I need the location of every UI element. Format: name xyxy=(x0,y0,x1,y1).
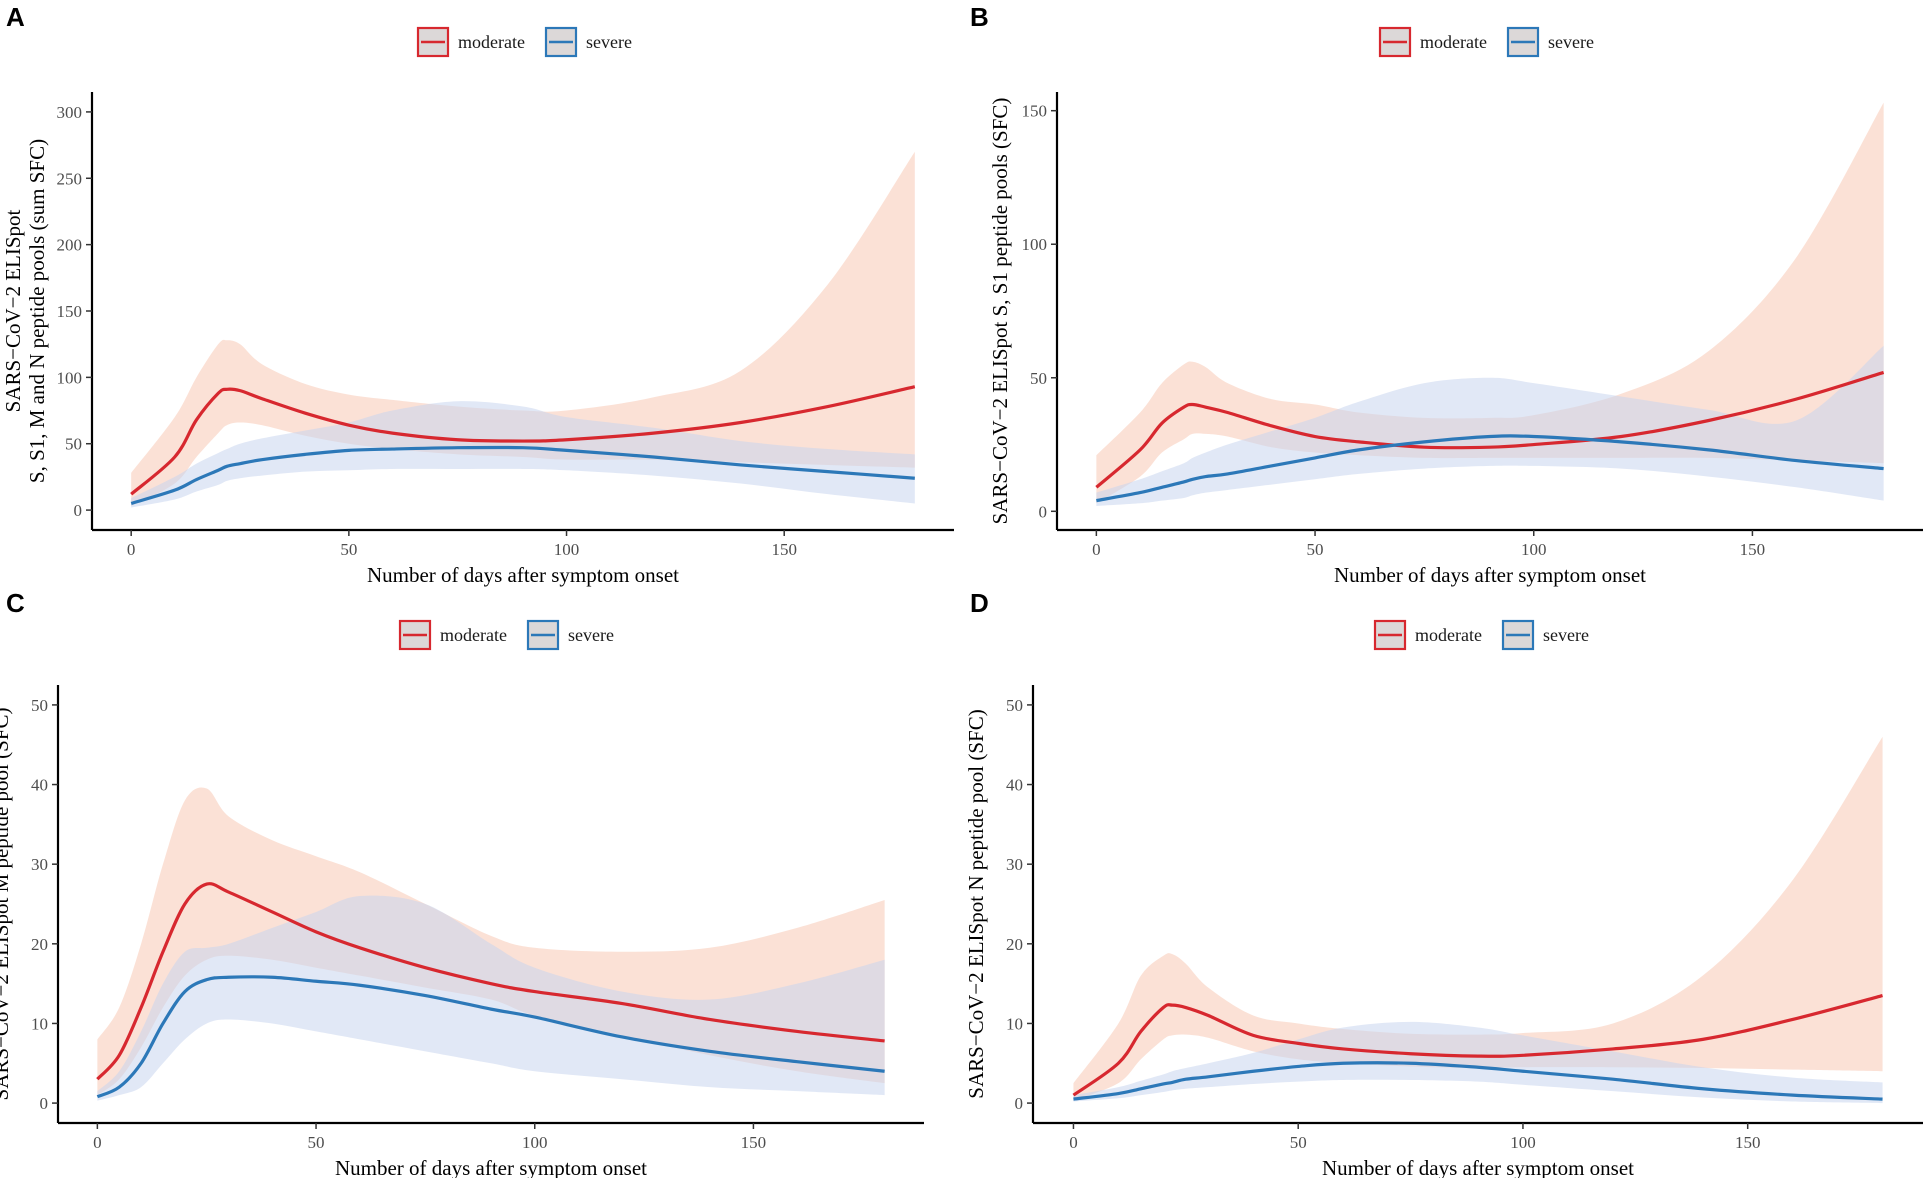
legend: moderate severe xyxy=(1373,619,1589,651)
x-tick-label: 0 xyxy=(93,1133,102,1152)
legend: moderate severe xyxy=(416,26,632,58)
series-line-severe xyxy=(130,445,915,505)
confidence-band-severe xyxy=(131,401,915,508)
y-axis-title: S, S1, M and N peptide pools (sum SFC) xyxy=(25,139,49,483)
x-tick-label: 0 xyxy=(1069,1133,1078,1152)
series-line-severe xyxy=(1073,1061,1883,1101)
y-tick-label: 50 xyxy=(1006,696,1023,715)
x-axis-title: Number of days after symptom onset xyxy=(1322,1156,1634,1178)
x-tick-label: 0 xyxy=(1092,540,1101,559)
y-tick-label: 20 xyxy=(31,935,48,954)
panel-letter: C xyxy=(6,588,25,618)
x-tick-label: 100 xyxy=(522,1133,548,1152)
x-tick-label: 150 xyxy=(1740,540,1766,559)
y-tick-label: 40 xyxy=(31,776,48,795)
y-tick-label: 0 xyxy=(1015,1094,1024,1113)
legend: moderate severe xyxy=(1378,26,1594,58)
y-tick-label: 30 xyxy=(1006,855,1023,874)
x-tick-label: 100 xyxy=(554,540,580,559)
x-tick-label: 150 xyxy=(771,540,797,559)
x-tick-label: 50 xyxy=(340,540,357,559)
y-tick-label: 200 xyxy=(57,236,83,255)
plot-area xyxy=(130,151,916,508)
legend: moderate severe xyxy=(398,619,614,651)
legend-key-moderate xyxy=(416,26,450,58)
series-line-severe xyxy=(1096,434,1884,503)
legend-key-moderate xyxy=(1378,26,1412,58)
x-tick-label: 150 xyxy=(741,1133,767,1152)
panel-letter: A xyxy=(6,2,25,32)
confidence-band-moderate xyxy=(131,151,915,507)
confidence-band-severe xyxy=(1073,1021,1883,1104)
y-tick-label: 0 xyxy=(74,501,83,520)
x-axis-title: Number of days after symptom onset xyxy=(367,563,679,587)
y-tick-label: 0 xyxy=(1039,502,1048,521)
legend-label-severe: severe xyxy=(1548,32,1594,52)
confidence-band-moderate xyxy=(1073,736,1883,1101)
y-tick-label: 50 xyxy=(1030,369,1047,388)
y-tick-label: 150 xyxy=(1022,102,1048,121)
x-tick-label: 100 xyxy=(1510,1133,1536,1152)
legend-label-severe: severe xyxy=(1543,625,1589,645)
series-line-severe xyxy=(96,975,885,1099)
y-axis-title: SARS−CoV−2 ELISpot M peptide pool (SFC) xyxy=(0,708,13,1101)
y-tick-label: 50 xyxy=(65,435,82,454)
legend-label-severe: severe xyxy=(586,32,632,52)
panel-letter: D xyxy=(970,588,989,618)
y-tick-label: 250 xyxy=(57,169,83,188)
y-tick-label: 100 xyxy=(1022,235,1048,254)
y-tick-label: 10 xyxy=(1006,1014,1023,1033)
x-axis-title: Number of days after symptom onset xyxy=(1334,563,1646,587)
series-line-moderate xyxy=(96,882,885,1081)
y-tick-label: 30 xyxy=(31,855,48,874)
y-tick-label: 10 xyxy=(31,1014,48,1033)
x-tick-label: 50 xyxy=(1307,540,1324,559)
x-tick-label: 50 xyxy=(1290,1133,1307,1152)
legend-key-moderate xyxy=(398,619,432,651)
y-tick-label: 100 xyxy=(57,368,83,387)
x-tick-label: 150 xyxy=(1735,1133,1761,1152)
y-axis-title: SARS−CoV−2 ELISpot xyxy=(1,209,25,412)
legend-label-moderate: moderate xyxy=(1415,625,1482,645)
y-tick-label: 20 xyxy=(1006,935,1023,954)
x-axis-title: Number of days after symptom onset xyxy=(335,1156,647,1178)
legend-label-moderate: moderate xyxy=(440,625,507,645)
legend-key-severe xyxy=(1501,619,1535,651)
y-tick-label: 300 xyxy=(57,103,83,122)
y-axis-title: SARS−CoV−2 ELISpot N peptide pool (SFC) xyxy=(964,709,988,1098)
series-line-moderate xyxy=(1095,370,1885,489)
y-tick-label: 150 xyxy=(57,302,83,321)
legend-key-severe xyxy=(544,26,578,58)
legend-key-severe xyxy=(526,619,560,651)
x-tick-label: 50 xyxy=(308,1133,325,1152)
y-tick-label: 50 xyxy=(31,696,48,715)
plot-area xyxy=(1072,736,1883,1104)
legend-key-moderate xyxy=(1373,619,1407,651)
panel-letter: B xyxy=(970,2,989,32)
plot-area xyxy=(96,787,885,1101)
y-tick-label: 40 xyxy=(1006,776,1023,795)
y-tick-label: 0 xyxy=(40,1094,49,1113)
legend-label-moderate: moderate xyxy=(1420,32,1487,52)
confidence-band-moderate xyxy=(1096,102,1884,504)
plot-area xyxy=(1095,102,1885,506)
series-line-moderate xyxy=(130,385,916,496)
legend-key-severe xyxy=(1506,26,1540,58)
x-tick-label: 100 xyxy=(1521,540,1547,559)
legend-label-moderate: moderate xyxy=(458,32,525,52)
series-line-moderate xyxy=(1072,994,1883,1097)
legend-label-severe: severe xyxy=(568,625,614,645)
y-axis-title: SARS−CoV−2 ELISpot S, S1 peptide pools (… xyxy=(988,98,1012,525)
x-tick-label: 0 xyxy=(127,540,136,559)
confidence-band-severe xyxy=(1096,345,1884,506)
